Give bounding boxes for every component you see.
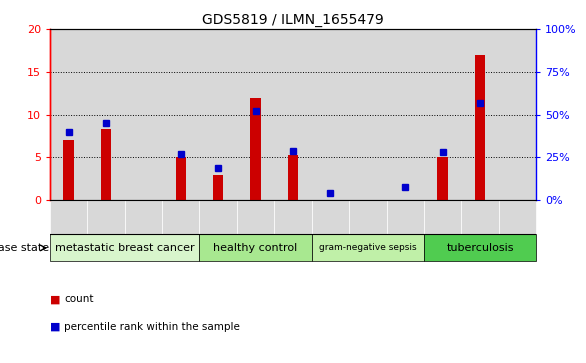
Bar <box>312 200 349 234</box>
Bar <box>461 29 499 200</box>
Bar <box>387 200 424 234</box>
Bar <box>424 29 461 200</box>
Bar <box>101 129 111 200</box>
Bar <box>349 200 387 234</box>
Text: count: count <box>64 294 94 305</box>
Text: disease state: disease state <box>0 243 49 253</box>
Bar <box>162 29 199 200</box>
Bar <box>199 200 237 234</box>
Bar <box>50 200 87 234</box>
Bar <box>125 200 162 234</box>
Bar <box>50 29 87 200</box>
Bar <box>274 29 312 200</box>
Bar <box>199 29 237 200</box>
Bar <box>475 55 485 200</box>
Bar <box>50 234 199 261</box>
Text: tuberculosis: tuberculosis <box>447 243 514 253</box>
Text: ■: ■ <box>50 294 60 305</box>
Bar <box>424 200 461 234</box>
Bar <box>125 29 162 200</box>
Bar <box>387 29 424 200</box>
Bar <box>499 200 536 234</box>
Bar <box>461 200 499 234</box>
Bar <box>349 29 387 200</box>
Bar <box>250 98 261 200</box>
Text: metastatic breast cancer: metastatic breast cancer <box>55 243 195 253</box>
Bar <box>499 29 536 200</box>
Bar <box>87 200 125 234</box>
Bar <box>199 234 312 261</box>
Text: healthy control: healthy control <box>213 243 298 253</box>
Bar <box>176 158 186 200</box>
Bar <box>312 29 349 200</box>
Title: GDS5819 / ILMN_1655479: GDS5819 / ILMN_1655479 <box>202 13 384 26</box>
Bar <box>63 140 74 200</box>
Bar <box>213 175 223 200</box>
Bar <box>424 234 536 261</box>
Bar <box>437 158 448 200</box>
Bar <box>237 29 274 200</box>
Text: gram-negative sepsis: gram-negative sepsis <box>319 244 417 252</box>
Bar <box>87 29 125 200</box>
Bar <box>288 155 298 200</box>
Text: ■: ■ <box>50 322 60 332</box>
Bar <box>237 200 274 234</box>
Bar <box>274 200 312 234</box>
Bar <box>162 200 199 234</box>
Bar <box>312 234 424 261</box>
Text: percentile rank within the sample: percentile rank within the sample <box>64 322 240 332</box>
